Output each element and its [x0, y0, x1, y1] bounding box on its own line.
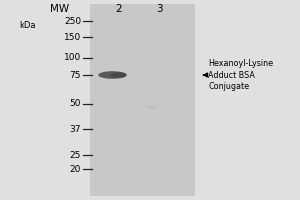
Text: 75: 75 — [70, 71, 81, 79]
Text: 25: 25 — [70, 150, 81, 160]
Text: 250: 250 — [64, 17, 81, 25]
Ellipse shape — [98, 71, 127, 79]
Ellipse shape — [110, 72, 127, 78]
Text: Hexanoyl-Lysine
Adduct BSA
Conjugate: Hexanoyl-Lysine Adduct BSA Conjugate — [208, 59, 274, 91]
Text: 2: 2 — [115, 4, 122, 14]
Text: 150: 150 — [64, 32, 81, 42]
Text: 20: 20 — [70, 164, 81, 173]
Text: 100: 100 — [64, 53, 81, 62]
Bar — [90, 4, 195, 196]
Text: MW: MW — [50, 4, 70, 14]
Text: 37: 37 — [70, 124, 81, 134]
Text: kDa: kDa — [19, 21, 35, 30]
Ellipse shape — [146, 105, 157, 109]
Text: 50: 50 — [70, 99, 81, 108]
Text: 3: 3 — [156, 4, 162, 14]
